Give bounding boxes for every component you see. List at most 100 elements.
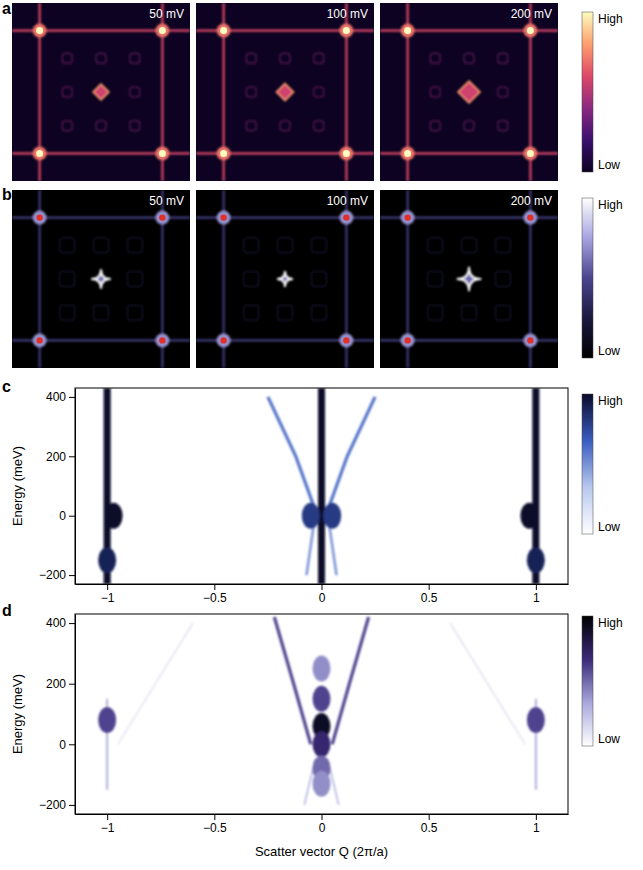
axis-line xyxy=(75,389,76,585)
image-blur xyxy=(196,3,374,181)
bragg-peak xyxy=(220,214,226,220)
pocket xyxy=(495,305,510,320)
intensity-spot xyxy=(313,686,331,712)
x-tick-mark xyxy=(429,584,430,590)
bragg-glow xyxy=(339,211,353,225)
pocket xyxy=(464,53,474,63)
y-tick-label: 0 xyxy=(59,738,66,752)
colorbar: HighLow xyxy=(582,616,623,746)
y-tick-label: 200 xyxy=(46,450,66,464)
pocket xyxy=(311,272,326,287)
bragg-glow xyxy=(217,146,231,160)
x-tick: 0.5 xyxy=(421,814,438,835)
colorbar-label: High xyxy=(598,394,623,408)
x-axis-title: Scatter vector Q (2π/a) xyxy=(255,844,388,859)
plot-blur xyxy=(98,388,545,584)
x-tick: 0 xyxy=(319,814,326,835)
pocket xyxy=(311,305,326,320)
pocket xyxy=(428,272,443,287)
plot-background xyxy=(75,614,568,814)
plot-background xyxy=(75,388,568,584)
bragg-glow xyxy=(155,24,169,38)
pocket xyxy=(60,238,75,253)
image-background xyxy=(380,190,558,368)
x-tick-label: 0.5 xyxy=(421,821,438,835)
x-axis: −1−0.500.51 xyxy=(76,814,569,835)
x-tick: 1 xyxy=(533,584,540,605)
dispersion-line xyxy=(326,397,375,516)
colorbar: HighLow xyxy=(582,12,623,172)
colorbar-label: Low xyxy=(598,520,620,534)
pocket xyxy=(314,53,324,63)
image-title: 50 mV xyxy=(149,7,184,21)
x-tick: −0.5 xyxy=(203,814,227,835)
image-background xyxy=(196,190,374,368)
x-tick: 0 xyxy=(319,584,326,605)
colorbar-gradient xyxy=(582,616,593,746)
pocket xyxy=(130,87,140,97)
intensity-spot xyxy=(527,547,545,573)
pocket xyxy=(246,87,256,97)
x-tick-label: −1 xyxy=(101,821,115,835)
image-background xyxy=(380,3,558,181)
bragg-peak xyxy=(527,214,533,220)
y-tick-label: 400 xyxy=(46,616,66,630)
pocket xyxy=(495,272,510,287)
bragg-peak xyxy=(404,214,410,220)
heatmap-panel: −1−0.500.51−2000200400Energy (meV)Scatte… xyxy=(10,614,569,859)
bragg-glow xyxy=(33,333,47,347)
image-blur xyxy=(12,190,190,368)
bragg-glow xyxy=(339,146,353,160)
pocket xyxy=(430,121,440,131)
pocket xyxy=(311,238,326,253)
bragg-peak xyxy=(159,337,165,343)
pocket xyxy=(498,53,508,63)
x-tick-label: 1 xyxy=(533,591,540,605)
pocket xyxy=(60,305,75,320)
pocket xyxy=(127,305,142,320)
pocket xyxy=(278,305,293,320)
dispersion-line xyxy=(450,623,525,744)
x-tick: −1 xyxy=(101,584,115,605)
image-marks xyxy=(380,190,558,368)
pocket xyxy=(127,272,142,287)
pocket xyxy=(428,305,443,320)
bragg-glow xyxy=(33,24,47,38)
colorbar-label: Low xyxy=(598,344,620,358)
y-axis-title: Energy (meV) xyxy=(10,674,25,754)
bragg-peak xyxy=(404,150,411,157)
plot-frame xyxy=(75,388,568,584)
center-feature xyxy=(276,83,293,100)
bragg-glow xyxy=(155,211,169,225)
y-tick-label: −200 xyxy=(39,798,66,812)
bragg-peak xyxy=(343,150,350,157)
bragg-peak xyxy=(343,214,349,220)
bragg-peak xyxy=(159,214,165,220)
image-panel: 200 mV xyxy=(380,3,558,181)
panel-label: c xyxy=(2,378,11,395)
bragg-glow xyxy=(155,333,169,347)
image-blur xyxy=(380,190,558,368)
image-marks xyxy=(380,3,558,181)
pocket xyxy=(244,238,259,253)
pocket xyxy=(96,121,106,131)
dispersion-line xyxy=(118,623,193,744)
intensity-spot xyxy=(302,503,320,529)
pocket xyxy=(62,87,72,97)
image-title: 200 mV xyxy=(511,194,552,208)
colorbar-gradient xyxy=(582,198,593,358)
y-tick-label: −200 xyxy=(39,568,66,582)
colorbar-label: High xyxy=(598,198,623,212)
pocket xyxy=(280,121,290,131)
bragg-peak xyxy=(220,27,227,34)
bragg-glow xyxy=(523,24,537,38)
pocket xyxy=(62,53,72,63)
image-panel: 100 mV xyxy=(196,190,374,368)
dispersion-line xyxy=(332,617,368,744)
pocket xyxy=(94,238,109,253)
intensity-spot xyxy=(98,547,116,573)
bragg-peak xyxy=(527,150,534,157)
image-blur xyxy=(196,190,374,368)
colorbar: High Low xyxy=(582,394,623,534)
image-title: 100 mV xyxy=(327,194,368,208)
